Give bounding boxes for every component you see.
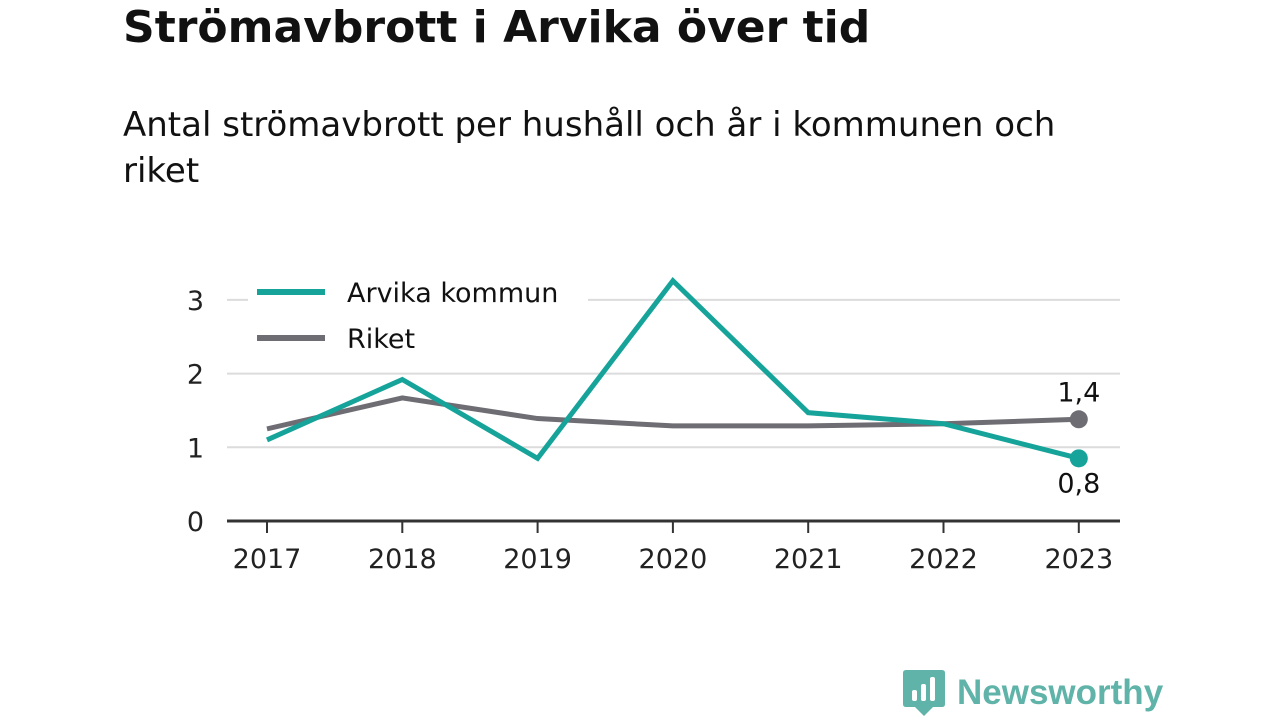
data-label: 0,8 [1057,468,1100,499]
series-lines: 0,8 1,4 [265,276,1100,499]
x-tick-label: 2020 [639,544,708,575]
brand-name: Newsworthy [957,673,1164,712]
series-end-point [1069,449,1088,468]
y-axis-ticks: 0 1 2 3 [187,286,204,538]
x-tick-label: 2018 [368,544,437,575]
x-axis-ticks: 2017 2018 2019 2020 2021 2022 2023 [233,521,1113,575]
series-line-1 [266,395,1079,432]
x-tick-label: 2017 [233,544,302,575]
y-tick-label: 3 [187,286,204,317]
legend-background [248,270,588,370]
x-tick-label: 2023 [1044,544,1113,575]
x-tick-label: 2021 [774,544,843,575]
newsworthy-logo: Newsworthy [903,670,1163,716]
chart-title: Strömavbrott i Arvika över tid [123,2,871,53]
legend: Arvika kommun Riket [248,270,588,370]
y-tick-label: 2 [187,360,204,391]
chart-subtitle: Antal strömavbrott per hushåll och år i … [123,105,1056,191]
series-line-0 [265,276,1080,462]
legend-label: Riket [347,324,415,355]
y-tick-label: 1 [187,433,204,464]
data-label: 1,4 [1057,377,1100,408]
x-tick-label: 2022 [909,544,978,575]
legend-label: Arvika kommun [347,278,558,309]
series-end-point [1069,410,1088,429]
x-tick-label: 2019 [503,544,572,575]
y-tick-label: 0 [187,507,204,538]
newsworthy-logo-icon [903,670,945,716]
